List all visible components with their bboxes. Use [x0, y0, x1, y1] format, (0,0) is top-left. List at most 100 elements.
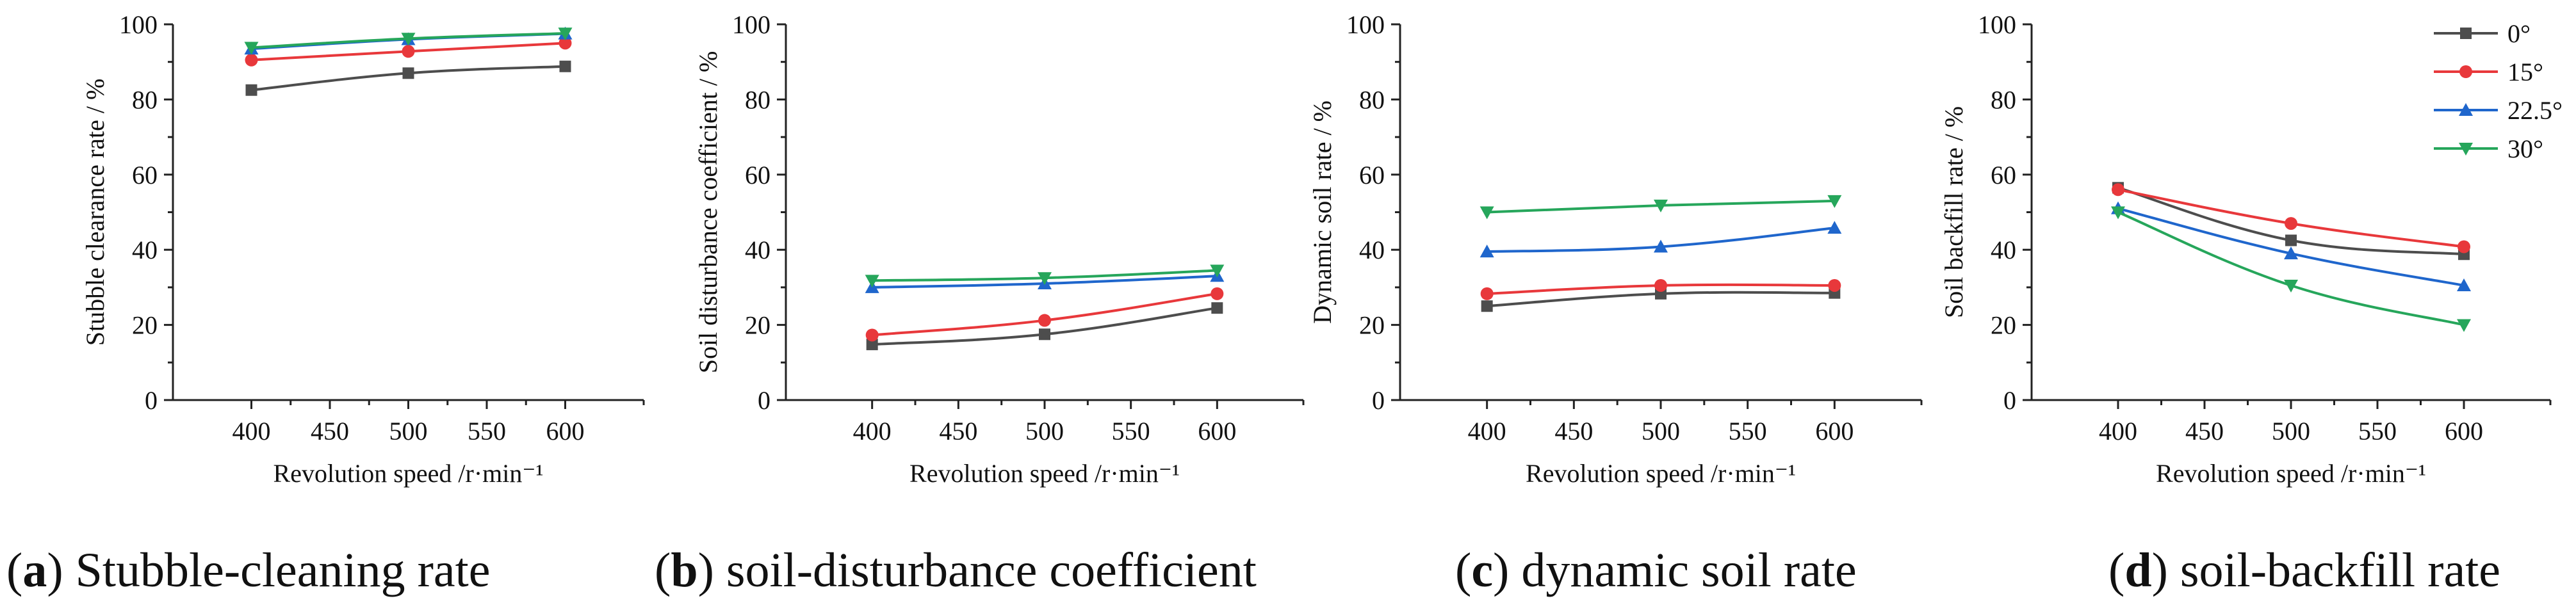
- y-axis-label: Soil disturbance coefficient / %: [694, 51, 722, 374]
- y-tick-label: 80: [745, 85, 770, 114]
- data-point-3-0: [244, 42, 259, 55]
- y-tick-label: 0: [2003, 386, 2016, 415]
- data-point-0-1: [2285, 234, 2297, 246]
- data-point-3-1: [2284, 279, 2298, 293]
- x-tick-label: 600: [2445, 417, 2483, 445]
- data-point-1-1: [402, 45, 415, 58]
- data-point-3-2: [1827, 195, 1842, 208]
- x-tick-label: 450: [1554, 417, 1593, 445]
- data-point-2-0: [1480, 245, 1494, 258]
- y-tick-label: 80: [132, 85, 158, 114]
- x-tick-label: 600: [1198, 417, 1236, 445]
- x-tick-label: 400: [853, 417, 892, 445]
- caption-c: (c) dynamic soil rate: [1455, 543, 1857, 597]
- data-point-2-1: [2284, 246, 2298, 260]
- data-point-3-0: [1480, 206, 1494, 220]
- data-point-0-1: [1039, 328, 1050, 341]
- data-point-0-0: [866, 339, 878, 351]
- y-axis-label: Soil backfill rate / %: [1939, 106, 1968, 318]
- x-axis-label: Revolution speed /r·min⁻¹: [2156, 459, 2426, 488]
- legend-marker-0: [2460, 28, 2472, 39]
- data-point-1-1: [1654, 278, 1667, 292]
- y-tick-label: 60: [1991, 161, 2016, 189]
- caption-d: (d) soil-backfill rate: [2108, 543, 2501, 597]
- y-tick-label: 20: [745, 311, 770, 340]
- data-point-3-2: [2457, 319, 2471, 332]
- x-tick-label: 550: [2358, 417, 2397, 445]
- y-tick-label: 100: [119, 10, 158, 39]
- x-tick-label: 500: [1025, 417, 1064, 445]
- y-tick-label: 60: [132, 161, 158, 189]
- x-tick-label: 550: [468, 417, 506, 445]
- chart-panel-4: 0 20 40 60 80 100 400 450 500 550 600 Revolution sp…: [1939, 10, 2563, 488]
- y-tick-label: 60: [745, 161, 770, 189]
- legend-marker-1: [2459, 65, 2472, 78]
- y-tick-label: 40: [1359, 236, 1385, 264]
- caption-a: (a) Stubble-cleaning rate: [6, 543, 491, 597]
- y-tick-label: 80: [1991, 85, 2016, 114]
- data-point-0-1: [402, 67, 414, 79]
- data-point-1-0: [245, 53, 258, 67]
- x-axis-label: Revolution speed /r·min⁻¹: [1526, 459, 1796, 488]
- y-tick-label: 80: [1359, 85, 1385, 114]
- x-axis-label: Revolution speed /r·min⁻¹: [909, 459, 1180, 488]
- data-point-1-0: [2112, 183, 2124, 197]
- y-axis-label: Stubble clearance rate / %: [81, 79, 110, 346]
- data-point-2-2: [2457, 278, 2471, 291]
- legend-label-0: 0°: [2507, 19, 2531, 48]
- data-point-1-0: [865, 328, 879, 342]
- legend-label-2: 22.5°: [2507, 96, 2563, 125]
- data-point-3-1: [401, 33, 416, 46]
- y-tick-label: 0: [1372, 386, 1385, 415]
- y-tick-label: 100: [1978, 10, 2016, 39]
- y-tick-label: 20: [1359, 311, 1385, 340]
- data-point-1-2: [2458, 240, 2470, 253]
- y-axis-label: Dynamic soil rate / %: [1308, 100, 1337, 324]
- x-axis-label: Revolution speed /r·min⁻¹: [273, 459, 544, 488]
- data-point-1-2: [558, 36, 572, 50]
- x-tick-label: 450: [2185, 417, 2224, 445]
- y-tick-label: 40: [745, 236, 770, 264]
- data-point-3-1: [1654, 199, 1668, 213]
- y-tick-label: 100: [732, 10, 770, 39]
- data-point-2-2: [1827, 221, 1842, 234]
- x-tick-label: 600: [1815, 417, 1854, 445]
- data-point-1-2: [1828, 278, 1841, 292]
- data-point-0-0: [245, 84, 257, 96]
- x-tick-label: 550: [1729, 417, 1767, 445]
- x-tick-label: 600: [546, 417, 585, 445]
- data-point-3-2: [1210, 264, 1225, 278]
- x-tick-label: 500: [1642, 417, 1680, 445]
- y-tick-label: 60: [1359, 161, 1385, 189]
- caption-b: (b) soil-disturbance coefficient: [655, 543, 1257, 597]
- chart-panel-2: 0 20 40 60 80 100 400 450 500 550 600 Revolution sp…: [694, 10, 1305, 488]
- data-point-2-1: [1654, 239, 1668, 253]
- y-tick-label: 0: [758, 386, 770, 415]
- data-point-1-1: [2285, 217, 2297, 230]
- y-tick-label: 20: [1991, 311, 2016, 340]
- x-tick-label: 400: [2099, 417, 2137, 445]
- x-tick-label: 500: [2272, 417, 2310, 445]
- data-point-1-2: [1211, 287, 1224, 300]
- y-tick-label: 0: [145, 386, 158, 415]
- data-point-0-0: [1481, 300, 1493, 312]
- x-tick-label: 500: [389, 417, 428, 445]
- data-point-0-2: [1211, 302, 1223, 314]
- data-point-3-0: [2111, 206, 2125, 220]
- chart-panel-3: 0 20 40 60 80 100 400 450 500 550 600 Revolution sp…: [1308, 10, 1923, 488]
- legend-marker-2: [2459, 103, 2473, 116]
- x-tick-label: 450: [939, 417, 977, 445]
- data-point-3-2: [558, 28, 573, 41]
- y-tick-label: 100: [1346, 10, 1385, 39]
- y-tick-label: 40: [132, 236, 158, 264]
- y-tick-label: 40: [1991, 236, 2016, 264]
- data-point-3-0: [865, 275, 879, 288]
- legend-marker-3: [2459, 143, 2473, 156]
- legend-label-1: 15°: [2507, 58, 2543, 86]
- x-tick-label: 450: [311, 417, 349, 445]
- x-tick-label: 400: [1468, 417, 1506, 445]
- data-point-0-2: [559, 60, 571, 72]
- y-tick-label: 20: [132, 311, 158, 340]
